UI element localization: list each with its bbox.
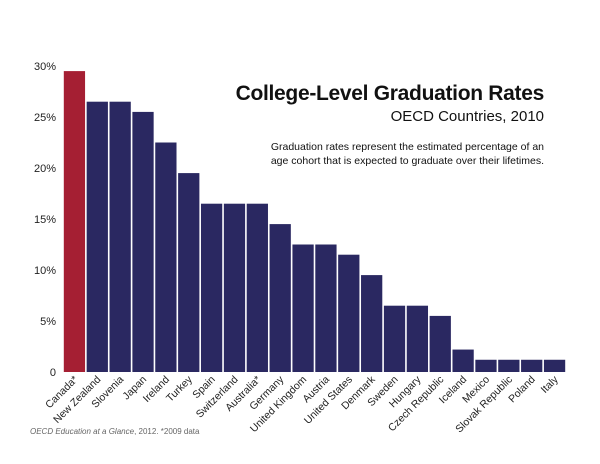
source-title: OECD Education at a Glance: [30, 427, 135, 436]
chart-title: College-Level Graduation Rates: [235, 82, 545, 105]
y-tick-label: 5%: [40, 316, 56, 328]
bar: [178, 173, 200, 372]
y-tick-label: 20%: [34, 163, 56, 175]
bar: [452, 349, 474, 372]
y-tick-label: 10%: [34, 265, 56, 277]
bar: [223, 203, 246, 372]
bar: [406, 305, 429, 372]
bar: [63, 71, 86, 372]
source-rest: , 2012. *2009 data: [134, 427, 200, 436]
chart-subtitle: OECD Countries, 2010: [390, 108, 544, 125]
chart-description: Graduation rates represent the estimated…: [270, 141, 544, 167]
y-tick-label: 0: [50, 367, 56, 379]
bar: [338, 254, 360, 372]
bar: [475, 359, 497, 372]
x-tick-label: Turkey: [164, 373, 195, 404]
bar: [86, 101, 108, 372]
bar: [246, 203, 268, 372]
bar: [521, 359, 543, 372]
y-tick-label: 25%: [34, 112, 56, 124]
bar: [429, 315, 451, 372]
y-tick-label: 15%: [34, 214, 56, 226]
bar: [292, 244, 314, 372]
bar: [315, 244, 337, 372]
x-tick-label: Italy: [539, 373, 562, 396]
bar: [269, 224, 291, 372]
bar: [155, 142, 177, 372]
bar: [383, 305, 406, 372]
title-block: College-Level Graduation Rates OECD Coun…: [235, 82, 545, 127]
source-note: OECD Education at a Glance, 2012. *2009 …: [30, 427, 199, 436]
bar: [109, 101, 131, 372]
bar: [361, 275, 383, 372]
y-tick-label: 30%: [34, 61, 56, 73]
bar: [498, 359, 520, 372]
bar: [200, 203, 223, 372]
bar: [132, 111, 154, 373]
bar: [543, 359, 566, 372]
